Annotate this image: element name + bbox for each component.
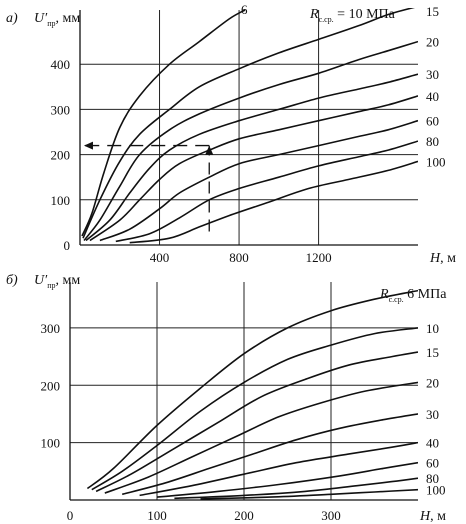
series-line-40 xyxy=(139,441,418,497)
series-label-60: 60 xyxy=(426,456,439,471)
x-tick-label: 100 xyxy=(147,508,167,523)
series-label-40: 40 xyxy=(426,89,439,104)
series-label-10: 10 xyxy=(426,321,439,336)
series-line-15 xyxy=(95,351,418,493)
legend-title: Rс.ср. = 10 МПа xyxy=(309,7,396,24)
series-label-15: 15 xyxy=(426,4,439,19)
panel-label: а) xyxy=(6,11,18,26)
x-axis-label: H, м xyxy=(419,509,446,524)
y-tick-label: 300 xyxy=(51,102,71,117)
series-line-80 xyxy=(115,140,418,243)
series-label-20: 20 xyxy=(426,35,439,50)
series-label-20: 20 xyxy=(426,375,439,390)
y-axis-label: U′пр, мм xyxy=(34,11,80,28)
y-tick-label: 0 xyxy=(64,238,71,253)
series-line-100 xyxy=(129,160,418,244)
series-line-80 xyxy=(174,477,418,500)
y-tick-label: 100 xyxy=(41,436,61,451)
x-tick-label: 800 xyxy=(229,250,249,265)
series-label-40: 40 xyxy=(426,436,439,451)
panel-label: б) xyxy=(6,273,18,288)
series-label-30: 30 xyxy=(426,67,439,82)
series-line-10 xyxy=(91,327,418,491)
series-line-30 xyxy=(121,413,418,496)
series-label-15: 15 xyxy=(426,345,439,360)
series-label-60: 60 xyxy=(426,114,439,129)
x-tick-label: 200 xyxy=(234,508,254,523)
x-tick-label: 300 xyxy=(321,508,341,523)
series-line-20 xyxy=(83,40,418,241)
y-tick-label: 200 xyxy=(51,148,71,163)
series-line-30 xyxy=(85,73,418,242)
y-tick-label: 300 xyxy=(41,321,61,336)
y-tick-label: 200 xyxy=(41,378,61,393)
series-label-100: 100 xyxy=(426,483,446,498)
series-line-100 xyxy=(200,488,418,500)
series-line-60 xyxy=(156,461,418,498)
x-tick-label: 0 xyxy=(67,508,74,523)
series-line-6 xyxy=(81,9,246,237)
y-axis-label: U′пр, мм xyxy=(34,273,80,290)
series-line-60 xyxy=(99,119,418,242)
series-label-80: 80 xyxy=(426,134,439,149)
series-label-80: 80 xyxy=(426,471,439,486)
x-axis-label: H, м xyxy=(429,251,456,266)
series-line-top xyxy=(86,289,418,490)
y-tick-label: 100 xyxy=(51,193,71,208)
y-tick-label: 400 xyxy=(51,57,71,72)
x-tick-label: 400 xyxy=(150,250,170,265)
series-label-6: 6 xyxy=(241,2,248,17)
series-line-15 xyxy=(82,8,415,239)
arrowhead-left xyxy=(83,141,93,150)
series-line-20 xyxy=(104,381,418,494)
series-line-40 xyxy=(89,95,418,242)
series-label-30: 30 xyxy=(426,407,439,422)
series-label-100: 100 xyxy=(426,154,446,169)
arrowhead-up xyxy=(205,145,214,155)
chart-panel-1: 400 800 1200 0 100 200 300 400 а) U′пр, мм H, м Rс.… xyxy=(6,2,456,266)
x-tick-label: 1200 xyxy=(306,250,332,265)
